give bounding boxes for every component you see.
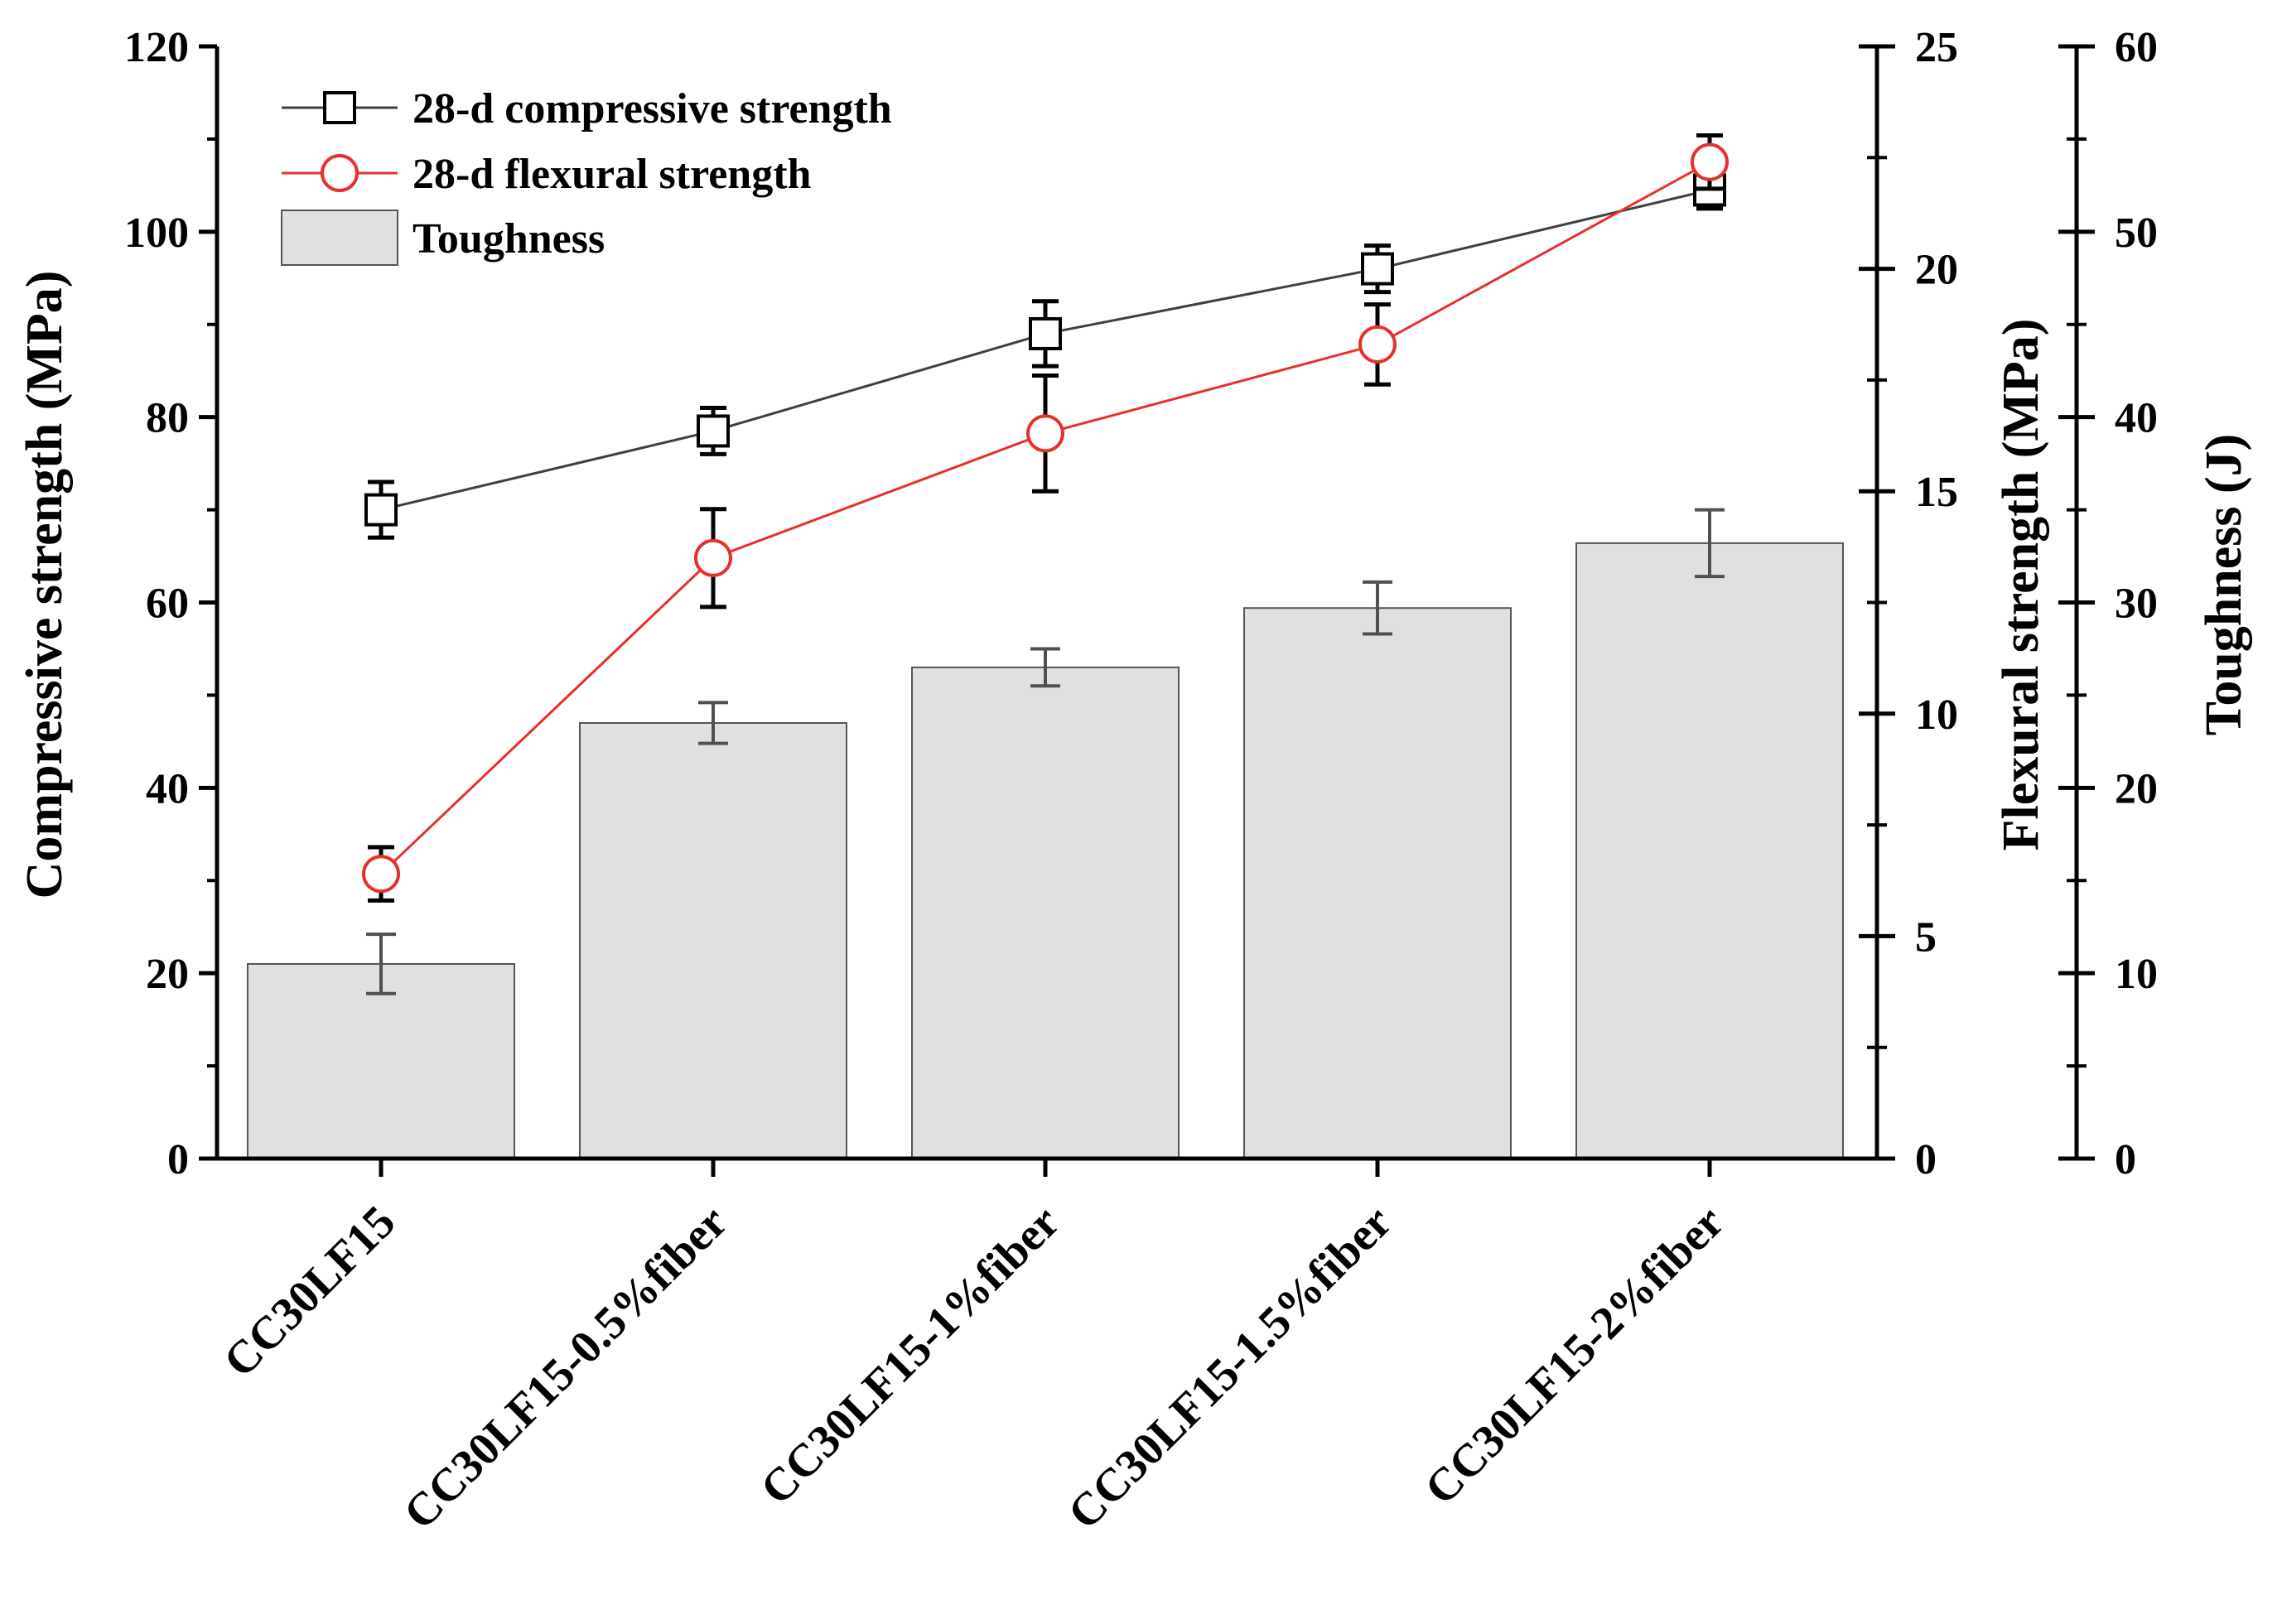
toughness-bar	[1575, 542, 1844, 1159]
right1-axis-tick-label: 25	[1915, 24, 1958, 71]
left-axis-tick-label: 80	[146, 395, 189, 442]
right2-axis-tick-label: 40	[2115, 395, 2158, 442]
category-label: CC30LF15-0.5%fiber	[394, 1196, 737, 1539]
right1-axis-tick-label: 15	[1915, 469, 1958, 516]
right1-axis-tick-label: 0	[1915, 1136, 1937, 1183]
right2-axis-tick-label: 50	[2115, 210, 2158, 257]
right2-axis-tick-label: 0	[2115, 1136, 2136, 1183]
axes: 0 20 40 60 80 100 120 0 5 10 15 20 25 0 10 20 30 40 50 60	[124, 24, 2158, 1183]
right-axis-title-flexural: Flexural strength (MPa)	[1993, 319, 2049, 851]
right1-axis-tick-label: 10	[1915, 692, 1958, 739]
legend-flexural-marker	[321, 154, 359, 192]
category-label: CC30LF15	[214, 1196, 405, 1387]
flexural-strength-point	[362, 855, 400, 894]
right1-axis-tick-label: 5	[1915, 913, 1937, 961]
strength-lines	[362, 133, 1729, 903]
compressive-strength-point	[364, 493, 398, 527]
right2-axis-tick-label: 20	[2115, 765, 2158, 812]
right2-axis-tick-label: 10	[2115, 951, 2158, 998]
right2-axis-tick-label: 60	[2115, 24, 2158, 71]
legend-flexural-label: 28-d flexural strength	[412, 151, 812, 198]
legend-toughness-swatch	[281, 210, 398, 266]
legend: 28-d compressive strength 28-d flexural …	[281, 85, 892, 266]
left-axis-title: Compressive strength (MPa)	[17, 271, 73, 899]
compressive-strength-point	[697, 414, 730, 448]
right1-axis-tick-label: 20	[1915, 247, 1958, 294]
right2-axis-tick-label: 30	[2115, 581, 2158, 628]
left-axis-tick-label: 60	[146, 581, 189, 628]
flexural-strength-point	[1358, 325, 1397, 364]
left-axis-tick-label: 40	[146, 765, 189, 812]
compressive-strength-point	[1361, 252, 1394, 286]
toughness-bar	[911, 666, 1180, 1159]
legend-compressive-marker	[323, 91, 356, 124]
left-axis-tick-label: 120	[124, 24, 189, 71]
legend-toughness-label: Toughness	[412, 215, 605, 263]
toughness-bar	[579, 721, 847, 1159]
toughness-bars	[247, 508, 1844, 1159]
category-label: CC30LF15-2%fiber	[1415, 1196, 1734, 1515]
left-axis-tick-label: 0	[167, 1136, 189, 1183]
flexural-strength-point	[694, 538, 732, 577]
left-axis-tick-label: 20	[146, 951, 189, 998]
left-axis-tick-label: 100	[124, 210, 189, 257]
flexural-strength-point	[1691, 142, 1729, 181]
toughness-bar	[1243, 607, 1512, 1159]
right-axis-title-toughness: Toughness (J)	[2196, 434, 2252, 736]
compressive-strength-point	[1029, 316, 1062, 350]
category-label: CC30LF15-1%fiber	[750, 1196, 1069, 1515]
flexural-strength-point	[1026, 414, 1064, 453]
category-label: CC30LF15-1.5%fiber	[1059, 1196, 1402, 1539]
legend-compressive-label: 28-d compressive strength	[412, 85, 892, 133]
toughness-bar	[247, 962, 515, 1159]
